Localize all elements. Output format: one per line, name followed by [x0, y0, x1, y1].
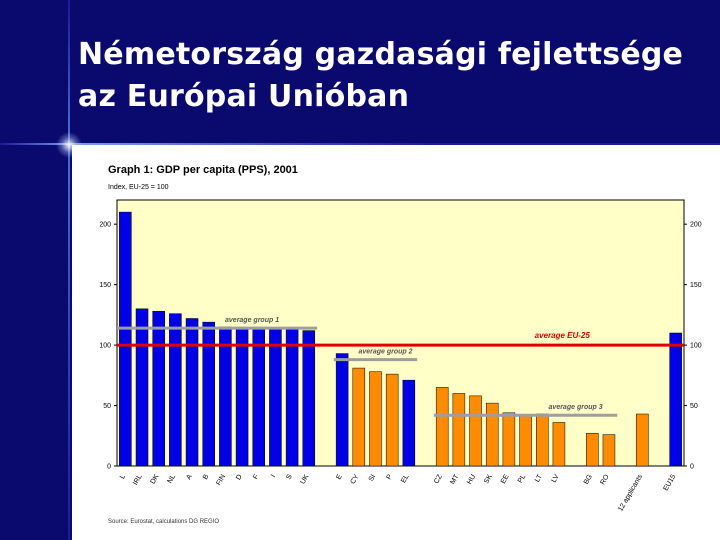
group-average-label: average group 1: [225, 317, 279, 324]
x-tick-label: S: [285, 473, 294, 481]
y-tick-label-right: 200: [690, 222, 702, 229]
bar: [152, 310, 165, 467]
bar: [602, 434, 616, 467]
bar: [185, 318, 199, 467]
x-tick-label: CY: [350, 473, 361, 485]
x-tick-label: SI: [368, 473, 377, 482]
y-tick-label-right: 50: [690, 403, 698, 410]
bar: [485, 402, 499, 467]
decorative-horizontal-line: [0, 143, 720, 145]
bar: [535, 413, 549, 467]
bar: [202, 321, 215, 467]
bar: [586, 433, 599, 467]
y-tick-label-right: 0: [690, 464, 694, 471]
x-tick-label: FIN: [215, 474, 227, 487]
x-tick-label: MT: [449, 473, 460, 486]
x-tick-label: LT: [534, 473, 544, 484]
gdp-bar-chart: Graph 1: GDP per capita (PPS), 2001 Inde…: [99, 164, 702, 525]
x-tick-label: P: [385, 473, 394, 481]
x-tick-label: NL: [167, 473, 178, 484]
bar: [435, 387, 449, 467]
bar: [669, 332, 682, 467]
x-tick-label: F: [252, 474, 260, 481]
bar: [452, 393, 466, 467]
bar: [269, 329, 282, 467]
x-tick-label: HU: [466, 474, 477, 486]
x-tick-label: PL: [517, 473, 527, 484]
decorative-vertical-line: [68, 0, 70, 540]
x-tick-label: UK: [300, 473, 311, 485]
chart-panel: Graph 1: GDP per capita (PPS), 2001 Inde…: [72, 145, 720, 540]
x-tick-label: B: [202, 473, 211, 481]
bar: [636, 413, 649, 467]
bar: [469, 395, 482, 467]
y-tick-label-left: 50: [103, 403, 111, 410]
slide-title-line-2: az Európai Unióban: [78, 79, 410, 114]
group-average-label: average group 3: [549, 404, 603, 411]
y-tick-label-left: 200: [99, 222, 111, 229]
group-average-label: average group 2: [358, 349, 412, 356]
x-tick-label: D: [235, 474, 244, 482]
y-tick-label-left: 100: [99, 343, 111, 350]
bar: [402, 379, 416, 467]
bar: [335, 353, 349, 467]
eu25-average-label: average EU-25: [535, 331, 591, 340]
x-tick-label: EU15: [663, 473, 678, 492]
y-tick-label-left: 150: [99, 282, 111, 289]
chart-title: Graph 1: GDP per capita (PPS), 2001: [108, 164, 298, 176]
x-tick-label: SK: [483, 473, 494, 485]
bar: [352, 367, 366, 467]
x-tick-label: LV: [551, 473, 561, 484]
y-tick-label-right: 150: [690, 282, 702, 289]
x-tick-label: IRL: [132, 473, 144, 486]
x-tick-label: 12 applicants: [617, 473, 644, 513]
x-tick-label: I: [270, 473, 277, 478]
bar: [285, 329, 299, 467]
x-tick-label: DK: [149, 473, 160, 485]
chart-source: Source: Eurostat, calculations DG REGIO: [108, 519, 219, 525]
x-tick-label: E: [335, 473, 344, 481]
bar: [252, 327, 266, 467]
x-tick-label: EL: [400, 473, 410, 484]
x-tick-label: EE: [500, 473, 511, 485]
bar: [119, 211, 132, 467]
x-tick-label: A: [185, 473, 194, 481]
y-axis-label: Index, EU-25 = 100: [108, 184, 169, 191]
bar: [169, 313, 182, 467]
y-tick-label-right: 100: [690, 343, 702, 350]
slide-title: Németország gazdasági fejlettsége az Eur…: [78, 34, 683, 118]
bar: [369, 371, 382, 467]
y-tick-label-left: 0: [107, 464, 111, 471]
bar: [502, 412, 516, 467]
bar: [519, 414, 532, 467]
bar: [135, 308, 149, 467]
bar: [552, 422, 566, 467]
bar: [219, 326, 232, 467]
x-tick-label: L: [119, 473, 127, 480]
x-tick-label: BG: [583, 474, 594, 486]
x-tick-label: CZ: [433, 473, 444, 485]
plot-area: [116, 199, 685, 467]
slide-title-line-1: Németország gazdasági fejlettsége: [78, 37, 684, 72]
bar: [385, 373, 399, 467]
x-tick-label: RO: [599, 473, 611, 486]
bar: [302, 330, 316, 467]
bar: [235, 327, 249, 467]
